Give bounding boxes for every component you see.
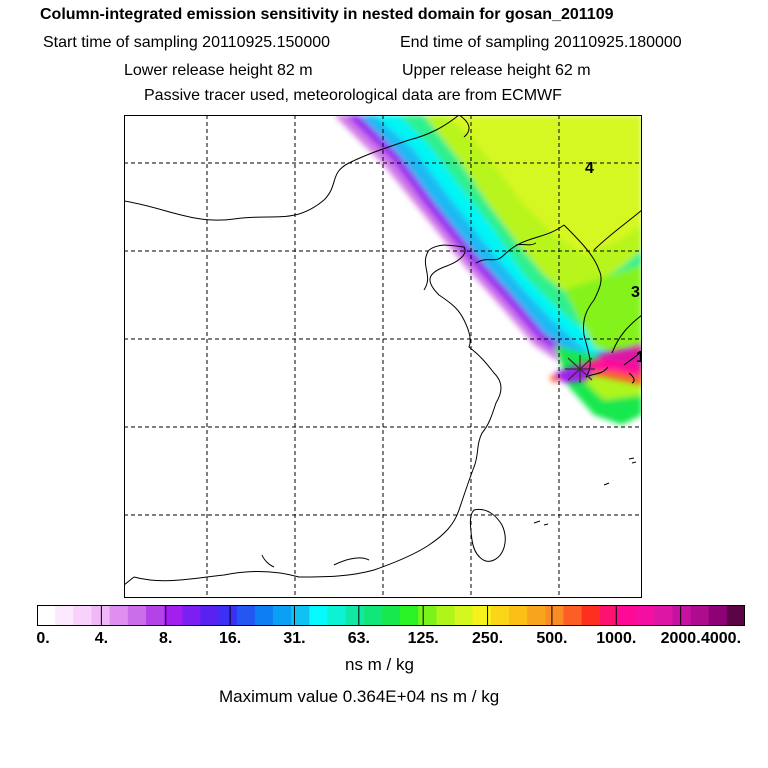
colorbar-swatch xyxy=(309,605,328,626)
colorbar-swatch xyxy=(599,605,619,626)
colorbar-swatch xyxy=(164,605,183,626)
colorbar-swatch xyxy=(200,605,220,626)
colorbar-tick-label: 63. xyxy=(347,630,370,647)
colorbar-swatch xyxy=(472,605,492,626)
lat-lon-grid xyxy=(124,115,642,598)
colorbar-border xyxy=(37,605,745,626)
colorbar-swatch xyxy=(218,605,238,626)
colorbar-tick-label: 1000. xyxy=(596,630,637,647)
colorbar-swatch xyxy=(436,605,456,626)
colorbar-swatch xyxy=(91,605,111,626)
colorbar-swatch xyxy=(182,605,201,626)
colorbar-swatch xyxy=(545,605,564,626)
colorbar-swatch xyxy=(563,605,583,626)
colorbar-tick-label: 8. xyxy=(159,630,173,647)
release-site-star-icon xyxy=(565,355,595,383)
colorbar-swatch xyxy=(381,605,401,626)
colorbar-swatch xyxy=(37,605,56,626)
colorbar-units-label: ns m / kg xyxy=(345,655,414,674)
colorbar-tick-label: 31. xyxy=(283,630,306,647)
colorbar-swatch xyxy=(55,605,74,626)
day-label-4: 4 xyxy=(585,160,594,177)
colorbar-swatch xyxy=(345,605,365,626)
colorbar-swatch xyxy=(454,605,474,626)
colorbar-tick-label: 500. xyxy=(536,630,568,647)
colorbar-swatch xyxy=(509,605,528,626)
colorbar-swatch xyxy=(363,605,383,626)
colorbar xyxy=(37,605,745,626)
colorbar-tick-label: 4000. xyxy=(700,630,742,647)
colorbar-tick-label: 16. xyxy=(218,630,242,647)
country-borders xyxy=(515,242,537,246)
colorbar-swatch xyxy=(145,605,165,626)
colorbar-swatch xyxy=(636,605,655,626)
colorbar-swatch xyxy=(617,605,637,626)
end-time-label: End time of sampling 20110925.180000 xyxy=(400,34,682,51)
colorbar-swatch xyxy=(327,605,347,626)
colorbar-swatch xyxy=(672,605,692,626)
colorbar-swatch xyxy=(654,605,673,626)
tracer-info-label: Passive tracer used, meteorological data… xyxy=(144,87,562,104)
colorbar-swatch xyxy=(581,605,601,626)
colorbar-swatch xyxy=(400,605,419,626)
start-time-label: Start time of sampling 20110925.150000 xyxy=(43,34,331,51)
colorbar-swatch xyxy=(690,605,710,626)
upper-release-height-label: Upper release height 62 m xyxy=(402,62,591,79)
day-label-3: 3 xyxy=(631,284,640,301)
day-label-1: 1 xyxy=(636,349,642,366)
maximum-value-label: Maximum value 0.364E+04 ns m / kg xyxy=(219,687,500,706)
colorbar-swatch xyxy=(273,605,292,626)
colorbar-swatch xyxy=(726,605,745,626)
lower-release-height-label: Lower release height 82 m xyxy=(124,62,313,79)
colorbar-tick-label: 250. xyxy=(471,630,504,647)
sensitivity-map: 4 3 1 xyxy=(124,115,642,598)
colorbar-tick-label: 0. xyxy=(36,630,50,647)
colorbar-swatch xyxy=(127,605,147,626)
colorbar-swatch xyxy=(708,605,728,626)
colorbar-swatch xyxy=(291,605,310,626)
colorbar-swatch xyxy=(527,605,546,626)
colorbar-swatch xyxy=(254,605,274,626)
coastlines xyxy=(124,115,642,586)
plot-title: Column-integrated emission sensitivity i… xyxy=(40,6,614,23)
colorbar-tick-label: 125. xyxy=(407,630,439,647)
colorbar-swatch xyxy=(73,605,92,626)
colorbar-swatch xyxy=(109,605,129,626)
colorbar-tick-label: 2000. xyxy=(660,630,701,647)
colorbar-swatch xyxy=(418,605,437,626)
colorbar-swatch xyxy=(490,605,510,626)
colorbar-tick-label: 4. xyxy=(94,630,109,647)
colorbar-swatch xyxy=(236,605,256,626)
